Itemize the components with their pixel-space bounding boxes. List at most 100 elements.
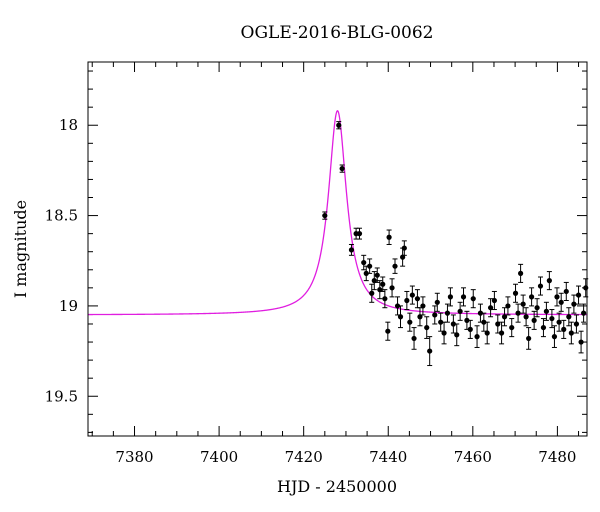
data-marker <box>371 278 377 284</box>
y-tick-label: 19.5 <box>45 387 78 405</box>
data-point <box>554 287 560 307</box>
data-marker <box>509 324 515 331</box>
data-point <box>348 243 355 256</box>
data-point <box>546 271 552 291</box>
data-point <box>382 289 388 309</box>
data-marker <box>400 254 406 260</box>
x-tick-label: 7420 <box>285 448 323 466</box>
data-marker <box>487 305 494 311</box>
data-point <box>515 303 521 323</box>
data-marker <box>481 319 487 325</box>
data-marker <box>551 334 558 340</box>
data-marker <box>477 310 484 316</box>
data-point <box>573 314 580 334</box>
data-marker <box>573 321 580 327</box>
data-point <box>540 318 547 338</box>
data-marker <box>537 283 544 289</box>
data-marker <box>444 310 451 316</box>
data-marker <box>450 321 456 327</box>
data-point <box>526 327 532 350</box>
data-marker <box>407 319 413 325</box>
data-marker <box>460 294 467 300</box>
data-marker <box>558 299 564 305</box>
data-marker <box>529 294 535 300</box>
data-marker <box>505 303 511 309</box>
data-point <box>556 312 562 332</box>
data-point <box>441 321 447 345</box>
data-marker <box>374 272 380 278</box>
x-tick-label: 7440 <box>369 448 407 466</box>
data-marker <box>438 319 444 325</box>
data-point <box>432 305 438 325</box>
data-marker <box>581 310 587 316</box>
data-point <box>374 267 380 283</box>
data-marker <box>392 263 398 269</box>
x-tick-label: 7400 <box>200 448 238 466</box>
data-point <box>371 271 377 291</box>
data-point <box>447 287 454 307</box>
data-marker <box>561 326 567 333</box>
data-point <box>401 240 407 256</box>
data-point <box>481 312 487 332</box>
data-point <box>487 298 494 318</box>
data-point <box>531 310 537 330</box>
data-marker <box>339 165 345 172</box>
data-marker <box>369 290 375 296</box>
data-marker <box>432 312 438 318</box>
data-marker <box>568 330 574 336</box>
data-marker <box>515 310 521 316</box>
x-tick-label: 7380 <box>115 448 153 466</box>
data-marker <box>467 326 473 333</box>
data-marker <box>578 339 584 345</box>
data-point <box>414 289 421 309</box>
data-marker <box>336 122 342 128</box>
data-point <box>575 285 582 305</box>
data-marker <box>348 247 355 253</box>
data-point <box>377 280 383 300</box>
data-point <box>404 290 410 311</box>
data-marker <box>526 335 532 342</box>
data-marker <box>470 296 476 302</box>
data-point <box>581 303 587 323</box>
y-tick-label: 18.5 <box>45 207 78 225</box>
data-marker <box>454 332 460 338</box>
data-marker <box>411 335 417 342</box>
data-marker <box>386 234 392 240</box>
data-marker <box>404 297 410 304</box>
data-point <box>467 319 473 339</box>
data-marker <box>382 296 388 302</box>
data-point <box>367 258 373 274</box>
data-point <box>336 121 342 130</box>
data-point <box>470 289 476 309</box>
data-point <box>495 314 501 334</box>
axis-ticks <box>88 62 587 436</box>
y-tick-label: 18 <box>59 116 78 134</box>
data-point <box>583 278 589 298</box>
data-point <box>558 292 564 312</box>
data-point <box>505 296 511 316</box>
data-point <box>512 283 519 303</box>
data-marker <box>409 292 415 298</box>
data-marker <box>484 330 490 336</box>
data-marker <box>563 288 569 295</box>
x-tick-label: 7480 <box>538 448 576 466</box>
data-point <box>392 258 398 274</box>
data-marker <box>501 314 508 320</box>
data-point <box>534 298 540 318</box>
data-point <box>389 278 395 298</box>
data-marker <box>556 319 562 325</box>
data-marker <box>361 259 367 266</box>
data-points-group <box>322 121 589 367</box>
data-point <box>407 312 413 332</box>
plot-frame <box>87 61 588 437</box>
data-marker <box>546 278 552 284</box>
data-marker <box>417 314 423 320</box>
data-point <box>549 309 555 329</box>
data-point <box>411 327 417 350</box>
data-point <box>566 307 572 327</box>
data-marker <box>434 299 440 305</box>
data-point <box>563 281 569 301</box>
data-marker <box>512 290 519 296</box>
data-point <box>498 321 505 345</box>
data-marker <box>495 321 501 327</box>
